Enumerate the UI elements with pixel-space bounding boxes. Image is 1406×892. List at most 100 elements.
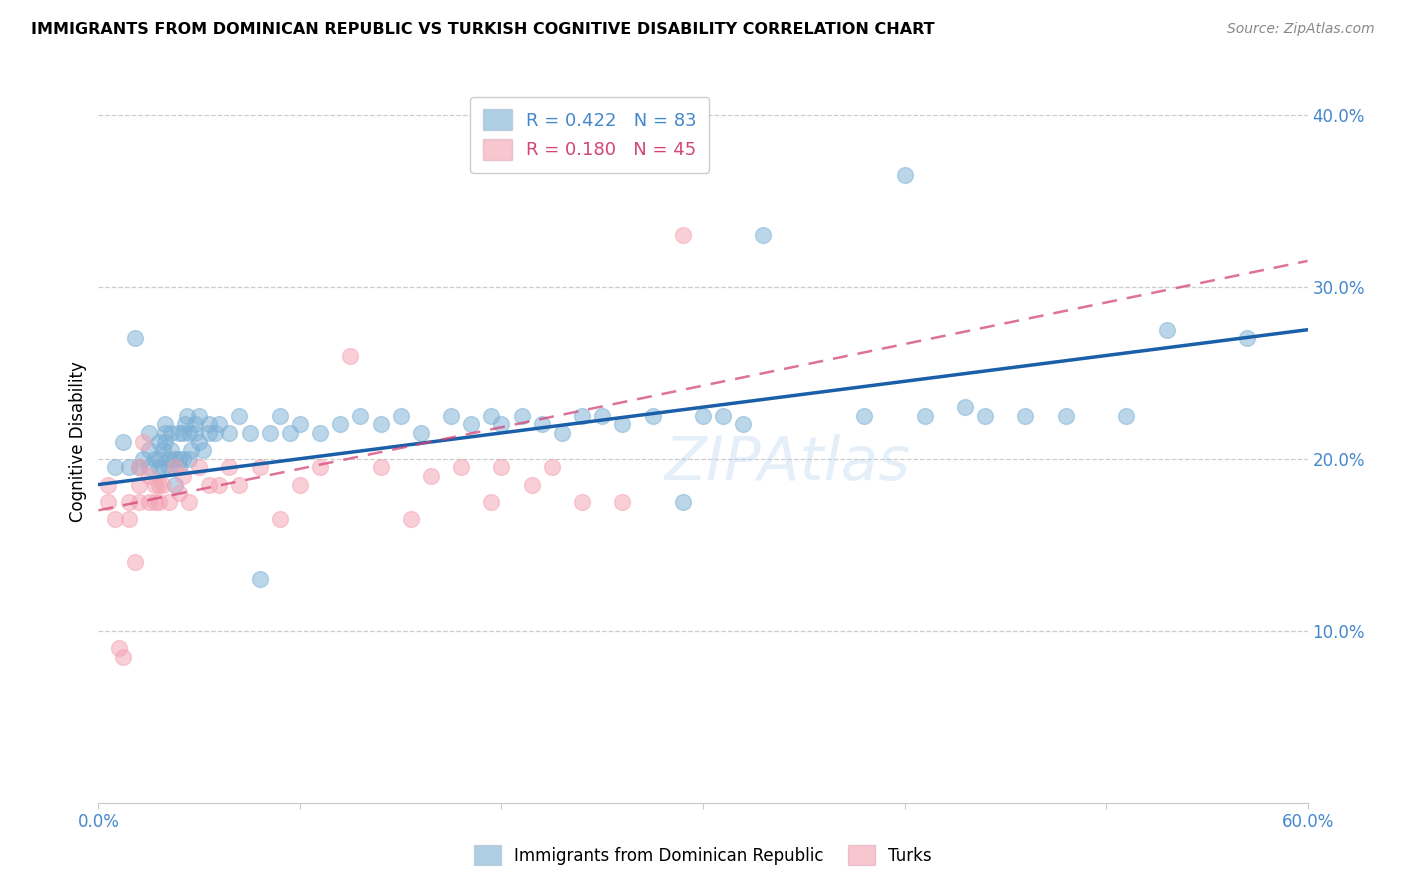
Point (228, 409, 250, 423)
Point (153, 425, 176, 440)
Point (409, 425, 432, 440)
Point (914, 409, 936, 423)
Point (198, 477, 221, 491)
Point (128, 477, 150, 491)
Point (711, 409, 734, 423)
Point (733, 417, 755, 432)
Point (571, 409, 593, 423)
Point (228, 477, 250, 491)
Point (138, 469, 160, 483)
Point (329, 417, 352, 432)
Point (249, 460, 271, 475)
Point (184, 417, 207, 432)
Point (1156, 323, 1178, 337)
Point (188, 460, 211, 475)
Point (124, 331, 146, 345)
Text: ZIPAtlas: ZIPAtlas (665, 434, 911, 492)
Point (269, 512, 291, 526)
Point (540, 460, 562, 475)
Point (612, 494, 634, 508)
Point (953, 400, 976, 414)
Point (180, 443, 202, 458)
Point (218, 425, 240, 440)
Point (143, 477, 166, 491)
Point (143, 451, 166, 466)
Point (157, 494, 180, 508)
Point (420, 469, 443, 483)
Point (853, 409, 876, 423)
Point (309, 425, 332, 440)
Point (481, 494, 503, 508)
Point (167, 460, 190, 475)
Point (510, 409, 533, 423)
Point (399, 512, 422, 526)
Point (349, 409, 371, 423)
Point (176, 409, 198, 423)
Point (491, 417, 513, 432)
Point (138, 425, 160, 440)
Point (571, 494, 593, 508)
Point (97, 494, 120, 508)
Point (107, 640, 129, 655)
Point (167, 486, 190, 500)
Point (160, 443, 183, 458)
Point (157, 460, 180, 475)
Point (128, 494, 150, 508)
Point (249, 572, 271, 586)
Point (530, 417, 553, 432)
Point (491, 460, 513, 475)
Point (179, 451, 201, 466)
Point (174, 417, 197, 432)
Point (148, 477, 170, 491)
Point (179, 425, 201, 440)
Point (148, 434, 170, 449)
Point (124, 555, 146, 569)
Point (208, 477, 231, 491)
Point (440, 409, 463, 423)
Point (97, 477, 120, 491)
Point (138, 460, 160, 475)
Point (138, 494, 160, 508)
Point (148, 451, 170, 466)
Point (591, 409, 613, 423)
Point (198, 417, 221, 432)
Point (172, 469, 194, 483)
Point (163, 460, 186, 475)
Point (259, 425, 281, 440)
Point (128, 460, 150, 475)
Point (288, 417, 311, 432)
Point (278, 425, 301, 440)
Point (269, 409, 291, 423)
Point (118, 512, 141, 526)
Point (148, 460, 170, 475)
Point (551, 425, 574, 440)
Point (179, 494, 201, 508)
Point (172, 425, 194, 440)
Point (103, 512, 125, 526)
Point (974, 409, 997, 423)
Point (1014, 409, 1036, 423)
Point (339, 349, 361, 363)
Point (128, 460, 150, 475)
Point (370, 417, 392, 432)
Point (103, 460, 125, 475)
Point (309, 460, 332, 475)
Y-axis label: Cognitive Disability: Cognitive Disability (69, 361, 87, 522)
Point (204, 425, 226, 440)
Point (692, 409, 714, 423)
Point (389, 409, 412, 423)
Point (118, 494, 141, 508)
Point (152, 477, 174, 491)
Text: IMMIGRANTS FROM DOMINICAN REPUBLIC VS TURKISH COGNITIVE DISABILITY CORRELATION C: IMMIGRANTS FROM DOMINICAN REPUBLIC VS TU… (31, 22, 935, 37)
Point (163, 451, 186, 466)
Point (481, 409, 503, 423)
Point (118, 460, 141, 475)
Point (188, 409, 211, 423)
Point (167, 425, 190, 440)
Point (1115, 409, 1137, 423)
Point (157, 451, 180, 466)
Point (148, 494, 170, 508)
Point (160, 425, 183, 440)
Point (153, 434, 176, 449)
Point (520, 477, 543, 491)
